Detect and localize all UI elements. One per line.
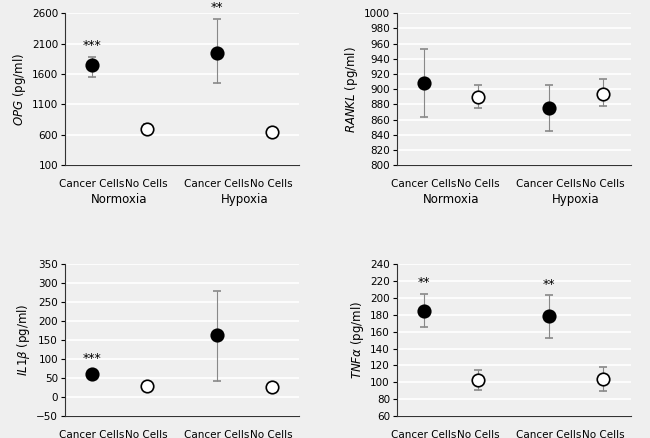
Text: Cancer Cells: Cancer Cells <box>391 179 457 189</box>
Text: **: ** <box>418 276 430 289</box>
Text: Cancer Cells: Cancer Cells <box>185 179 250 189</box>
Text: Cancer Cells: Cancer Cells <box>391 430 457 438</box>
Text: No Cells: No Cells <box>582 430 625 438</box>
Text: Hypoxia: Hypoxia <box>552 193 600 205</box>
Text: **: ** <box>211 1 224 14</box>
Y-axis label: $\it{OPG}$ (pg/ml): $\it{OPG}$ (pg/ml) <box>10 53 28 126</box>
Text: Cancer Cells: Cancer Cells <box>516 430 582 438</box>
Text: ***: *** <box>83 352 101 365</box>
Text: Cancer Cells: Cancer Cells <box>60 430 125 438</box>
Text: No Cells: No Cells <box>250 179 292 189</box>
Text: **: ** <box>543 278 555 291</box>
Text: No Cells: No Cells <box>582 179 625 189</box>
Text: No Cells: No Cells <box>250 430 292 438</box>
Text: No Cells: No Cells <box>125 179 168 189</box>
Text: No Cells: No Cells <box>125 430 168 438</box>
Y-axis label: $\it{IL1\beta}$ (pg/ml): $\it{IL1\beta}$ (pg/ml) <box>15 304 32 376</box>
Y-axis label: $\it{RANKL}$ (pg/ml): $\it{RANKL}$ (pg/ml) <box>343 46 359 133</box>
Text: Hypoxia: Hypoxia <box>220 193 268 205</box>
Text: No Cells: No Cells <box>457 430 500 438</box>
Text: No Cells: No Cells <box>457 179 500 189</box>
Y-axis label: $\it{TNF\alpha}$ (pg/ml): $\it{TNF\alpha}$ (pg/ml) <box>349 301 366 379</box>
Text: Cancer Cells: Cancer Cells <box>516 179 582 189</box>
Text: Normoxia: Normoxia <box>423 193 480 205</box>
Text: ***: *** <box>83 39 101 53</box>
Text: Cancer Cells: Cancer Cells <box>185 430 250 438</box>
Text: Cancer Cells: Cancer Cells <box>60 179 125 189</box>
Text: Normoxia: Normoxia <box>91 193 148 205</box>
